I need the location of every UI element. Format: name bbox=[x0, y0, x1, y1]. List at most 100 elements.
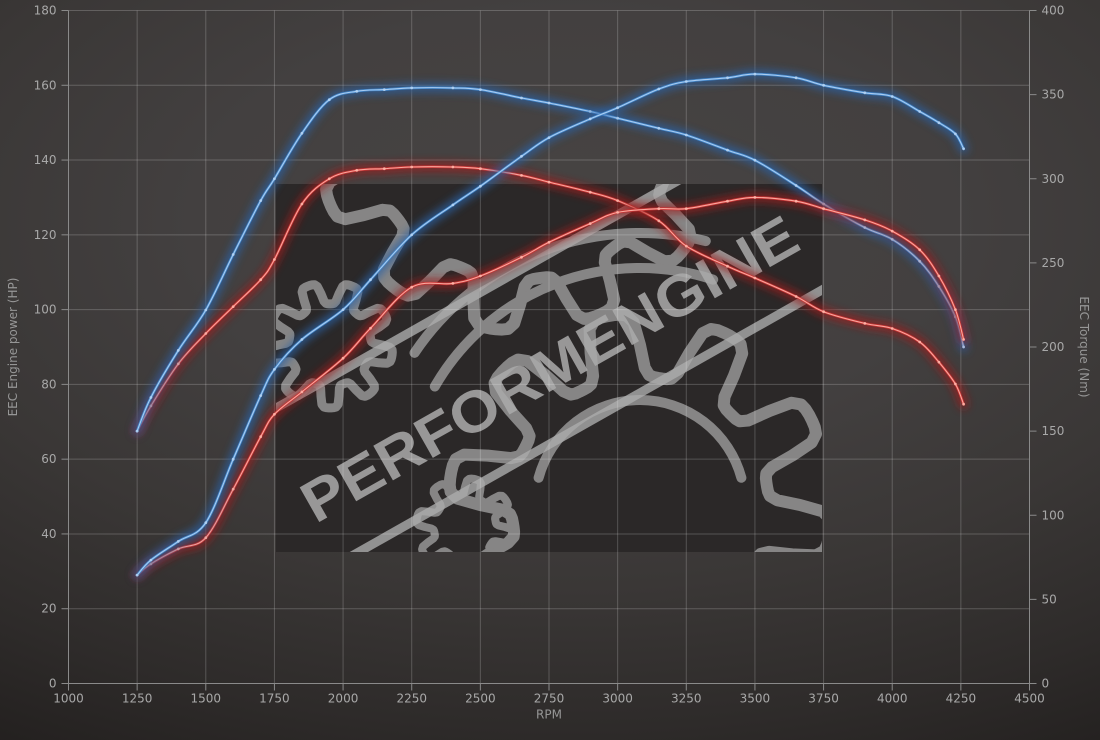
data-point bbox=[954, 382, 957, 386]
x-tick-label: 3500 bbox=[740, 692, 771, 706]
data-point bbox=[547, 240, 551, 244]
curves bbox=[132, 69, 969, 580]
data-point bbox=[890, 237, 894, 241]
data-point bbox=[410, 233, 414, 237]
x-tick-label: 4250 bbox=[946, 692, 977, 706]
data-point bbox=[300, 338, 304, 341]
x-tick-label: 1750 bbox=[259, 692, 290, 706]
data-point bbox=[273, 177, 276, 181]
data-point bbox=[204, 521, 208, 525]
data-point bbox=[341, 356, 345, 360]
x-tick-label: 3250 bbox=[671, 692, 702, 706]
data-point bbox=[382, 88, 386, 91]
series-torque-red bbox=[132, 162, 969, 436]
data-point bbox=[355, 89, 359, 93]
data-point bbox=[382, 167, 386, 171]
series-torque-blue bbox=[132, 83, 969, 436]
data-point bbox=[863, 322, 867, 325]
data-point bbox=[259, 278, 263, 282]
data-point bbox=[863, 91, 867, 95]
data-point bbox=[726, 264, 729, 268]
data-point bbox=[204, 332, 208, 335]
data-point bbox=[451, 203, 455, 207]
data-point bbox=[937, 121, 941, 125]
data-point bbox=[176, 540, 180, 543]
y-tick-label-left: 180 bbox=[34, 4, 57, 18]
data-point bbox=[410, 86, 414, 90]
data-point bbox=[410, 165, 414, 169]
data-point bbox=[451, 86, 455, 90]
data-point bbox=[822, 207, 825, 211]
x-tick-label: 1250 bbox=[122, 692, 153, 706]
data-point bbox=[918, 110, 922, 113]
data-point bbox=[954, 308, 957, 311]
series-core bbox=[136, 87, 965, 432]
data-point bbox=[176, 547, 180, 551]
x-tick-label: 1500 bbox=[191, 692, 222, 706]
x-tick-label: 4000 bbox=[877, 692, 908, 706]
data-point bbox=[616, 211, 619, 214]
data-point bbox=[520, 96, 523, 100]
gear-top-icon bbox=[320, 184, 697, 336]
y-axis-title-right: EEC Torque (Nm) bbox=[1077, 296, 1091, 397]
data-point bbox=[657, 207, 661, 211]
data-point bbox=[273, 258, 276, 261]
data-point bbox=[479, 274, 482, 278]
data-point bbox=[726, 148, 729, 152]
data-point bbox=[355, 168, 359, 172]
y-tick-label-left: 60 bbox=[41, 452, 56, 466]
data-point bbox=[231, 253, 235, 256]
data-point bbox=[547, 101, 551, 105]
data-point bbox=[451, 165, 455, 169]
y-tick-label-right: 400 bbox=[1042, 4, 1065, 18]
data-point bbox=[822, 310, 825, 314]
data-point bbox=[684, 244, 688, 248]
data-point bbox=[794, 295, 798, 298]
data-point bbox=[327, 177, 331, 181]
data-point bbox=[753, 196, 757, 199]
data-point bbox=[863, 218, 867, 222]
x-tick-label: 1000 bbox=[53, 692, 84, 706]
data-point bbox=[588, 190, 592, 194]
x-tick-label: 2750 bbox=[534, 692, 565, 706]
data-point bbox=[231, 305, 235, 308]
x-tick-label: 4500 bbox=[1014, 692, 1045, 706]
data-point bbox=[616, 116, 619, 120]
data-point bbox=[149, 558, 153, 562]
gear-sun-bottom-icon bbox=[412, 474, 518, 552]
y-tick-label-right: 50 bbox=[1042, 592, 1057, 606]
data-point bbox=[204, 536, 208, 540]
x-tick-label: 2000 bbox=[328, 692, 359, 706]
data-point bbox=[588, 222, 592, 226]
data-point bbox=[135, 429, 139, 433]
data-point bbox=[520, 174, 523, 177]
x-tick-label: 3750 bbox=[808, 692, 839, 706]
data-point bbox=[863, 226, 867, 229]
y-tick-label-left: 160 bbox=[34, 78, 57, 92]
data-point bbox=[231, 457, 235, 461]
data-point bbox=[962, 345, 965, 349]
data-point bbox=[176, 349, 180, 352]
y-tick-label-left: 40 bbox=[41, 527, 56, 541]
data-point bbox=[369, 326, 372, 330]
y-tick-label-right: 200 bbox=[1042, 340, 1065, 354]
data-point bbox=[657, 87, 661, 91]
data-point bbox=[300, 202, 304, 206]
data-point bbox=[135, 573, 139, 577]
y-tick-label-right: 350 bbox=[1042, 88, 1065, 102]
data-point bbox=[547, 136, 551, 140]
data-point bbox=[259, 435, 263, 439]
data-point bbox=[479, 184, 482, 188]
data-point bbox=[794, 199, 798, 203]
data-point bbox=[547, 180, 551, 184]
data-point bbox=[327, 98, 331, 102]
data-point bbox=[451, 282, 455, 285]
data-point bbox=[520, 255, 523, 259]
data-point bbox=[273, 368, 276, 371]
data-point bbox=[962, 338, 965, 341]
data-point bbox=[616, 106, 619, 110]
data-point bbox=[918, 248, 922, 252]
y-tick-label-right: 250 bbox=[1042, 256, 1065, 270]
